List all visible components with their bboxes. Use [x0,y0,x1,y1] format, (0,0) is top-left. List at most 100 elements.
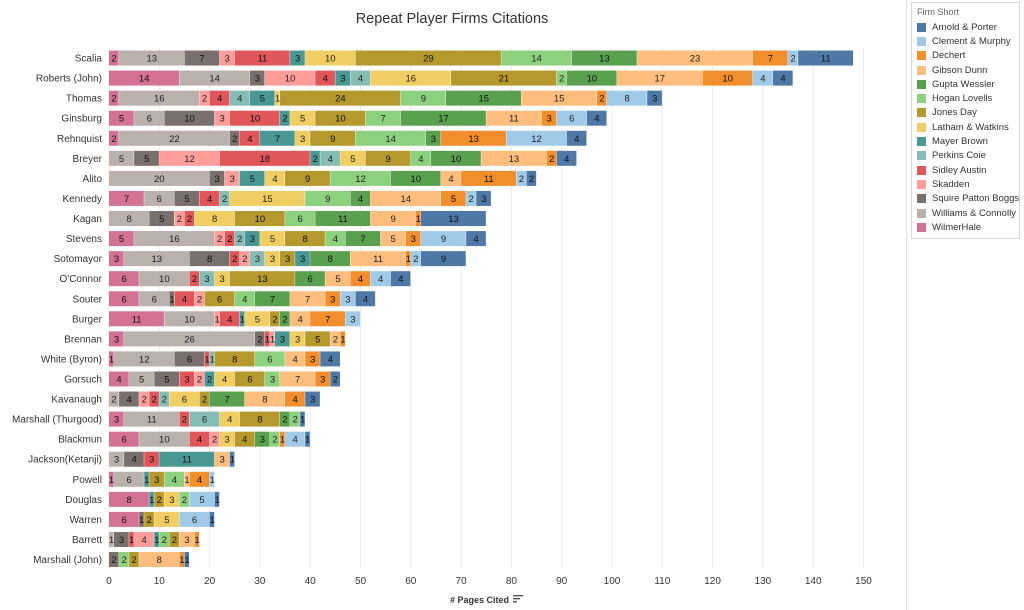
bar-segment[interactable] [345,311,361,327]
bar-segment[interactable] [229,451,235,467]
bar-segment[interactable] [119,50,185,66]
bar-segment[interactable] [410,150,431,166]
bar-segment[interactable] [219,150,310,166]
bar-segment[interactable] [139,511,144,527]
bar-segment[interactable] [109,190,144,206]
bar-segment[interactable] [189,411,220,427]
bar-segment[interactable] [169,391,200,407]
bar-segment[interactable] [752,50,788,66]
bar-segment[interactable] [144,190,174,206]
bar-segment[interactable] [269,431,280,447]
legend-item[interactable]: Dechert [912,49,1019,63]
bar-segment[interactable] [114,471,144,487]
bar-segment[interactable] [229,90,250,106]
bar-segment[interactable] [310,130,356,146]
bar-segment[interactable] [440,130,506,146]
bar-segment[interactable] [290,50,305,66]
bar-segment[interactable] [109,70,180,86]
bar-segment[interactable] [124,411,180,427]
bar-segment[interactable] [159,531,169,547]
bar-segment[interactable] [129,552,139,568]
bar-segment[interactable] [109,471,114,487]
bar-segment[interactable] [119,391,139,407]
bar-segment[interactable] [586,110,607,126]
bar-segment[interactable] [280,311,290,327]
bar-segment[interactable] [224,170,240,186]
bar-segment[interactable] [546,150,557,166]
bar-segment[interactable] [214,491,220,507]
bar-segment[interactable] [179,491,190,507]
bar-segment[interactable] [370,211,416,227]
bar-segment[interactable] [199,190,220,206]
bar-segment[interactable] [164,110,215,126]
bar-segment[interactable] [159,150,220,166]
bar-segment[interactable] [149,491,154,507]
bar-segment[interactable] [124,451,144,467]
bar-segment[interactable] [189,491,215,507]
bar-segment[interactable] [169,291,174,307]
bar-segment[interactable] [144,451,159,467]
bar-segment[interactable] [169,531,180,547]
bar-segment[interactable] [214,451,230,467]
bar-segment[interactable] [355,291,376,307]
bar-segment[interactable] [325,271,351,287]
bar-segment[interactable] [134,531,154,547]
legend-item[interactable]: Hogan Lovells [912,91,1019,105]
bar-segment[interactable] [124,331,255,347]
bar-segment[interactable] [556,70,567,86]
bar-segment[interactable] [119,130,230,146]
bar-segment[interactable] [285,211,315,227]
bar-segment[interactable] [239,411,280,427]
bar-segment[interactable] [139,431,190,447]
bar-segment[interactable] [280,371,315,387]
bar-segment[interactable] [234,371,265,387]
bar-segment[interactable] [109,90,119,106]
bar-segment[interactable] [295,130,310,146]
bar-segment[interactable] [466,231,486,247]
bar-segment[interactable] [139,391,149,407]
legend-item[interactable]: Sidley Austin [912,163,1019,177]
bar-segment[interactable] [109,451,124,467]
bar-segment[interactable] [526,170,537,186]
bar-segment[interactable] [129,371,154,387]
bar-segment[interactable] [290,291,325,307]
bar-segment[interactable] [109,50,119,66]
bar-segment[interactable] [315,211,371,227]
bar-segment[interactable] [355,50,501,66]
legend-item[interactable]: Gupta Wessler [912,77,1019,91]
legend-item[interactable]: Gibson Dunn [912,63,1019,77]
bar-segment[interactable] [179,371,195,387]
bar-segment[interactable] [280,90,401,106]
bar-segment[interactable] [305,50,356,66]
bar-segment[interactable] [420,211,486,227]
bar-segment[interactable] [174,351,205,367]
bar-segment[interactable] [184,552,190,568]
bar-segment[interactable] [451,70,557,86]
bar-segment[interactable] [521,90,597,106]
bar-segment[interactable] [259,231,285,247]
bar-segment[interactable] [239,251,250,267]
bar-segment[interactable] [566,70,617,86]
bar-segment[interactable] [149,471,164,487]
bar-segment[interactable] [109,351,114,367]
bar-segment[interactable] [285,351,305,367]
bar-segment[interactable] [290,110,315,126]
bar-segment[interactable] [144,511,154,527]
bar-segment[interactable] [506,130,567,146]
bar-segment[interactable] [209,431,220,447]
bar-segment[interactable] [269,331,275,347]
bar-segment[interactable] [400,110,486,126]
bar-segment[interactable] [209,351,215,367]
bar-segment[interactable] [129,531,134,547]
bar-segment[interactable] [556,150,577,166]
bar-segment[interactable] [114,351,174,367]
bar-segment[interactable] [380,231,406,247]
bar-segment[interactable] [798,50,854,66]
bar-segment[interactable] [249,90,275,106]
bar-segment[interactable] [486,110,542,126]
bar-segment[interactable] [159,451,215,467]
bar-segment[interactable] [264,371,280,387]
bar-segment[interactable] [109,371,129,387]
bar-segment[interactable] [285,391,305,407]
bar-segment[interactable] [410,251,421,267]
